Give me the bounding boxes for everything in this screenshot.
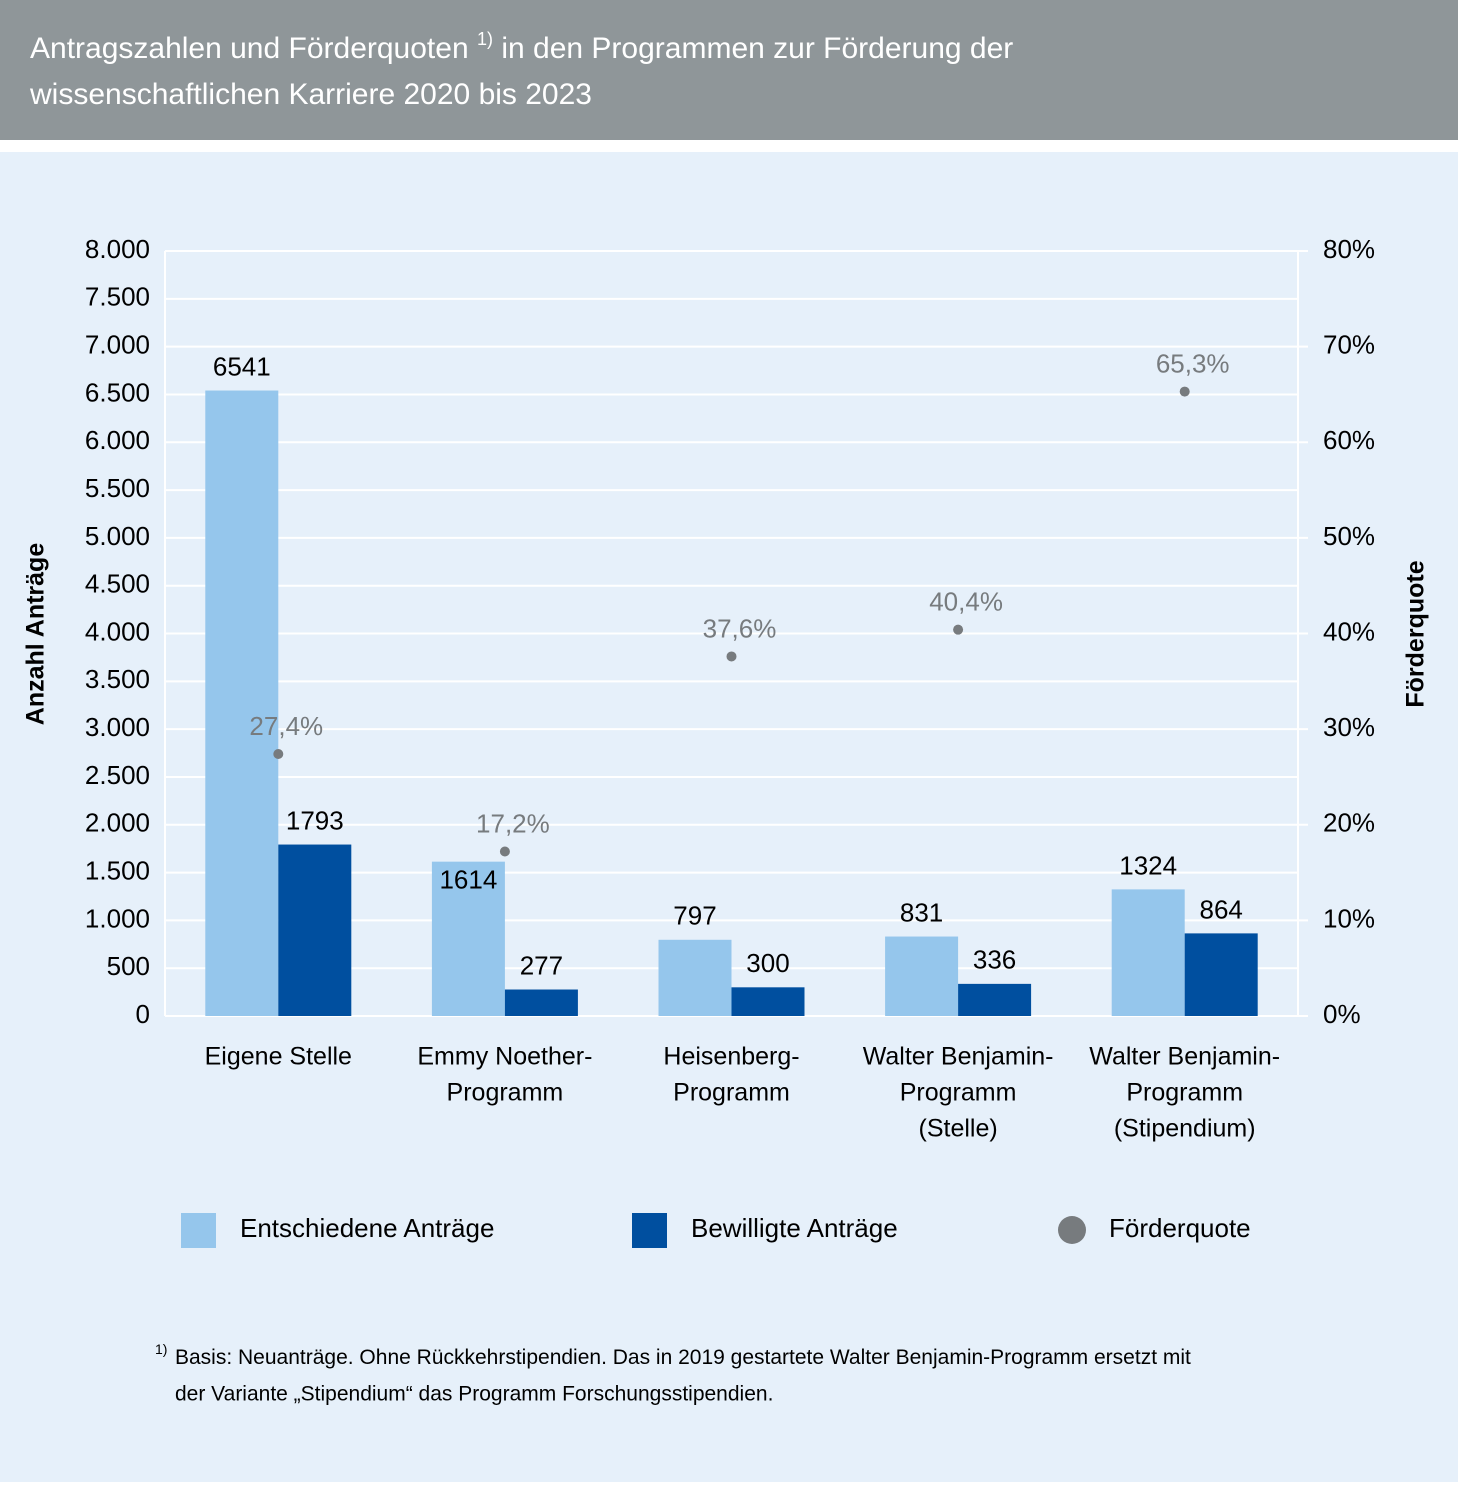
y-tick-label: 1.000 xyxy=(85,903,150,933)
bar xyxy=(1184,933,1258,1016)
y2-tick-label: 0% xyxy=(1323,999,1361,1029)
legend-label: Förderquote xyxy=(1109,1213,1251,1243)
bar xyxy=(278,844,352,1016)
y2-tick-label: 80% xyxy=(1323,234,1375,264)
x-tick-label: Walter Benjamin- xyxy=(863,1043,1054,1071)
header xyxy=(0,0,1458,140)
bar xyxy=(205,390,279,1017)
value-label: 27,4% xyxy=(249,711,323,741)
y2-tick-label: 10% xyxy=(1323,903,1375,933)
y2-tick-label: 40% xyxy=(1323,616,1375,646)
footnote: 1) Basis: Neuanträge. Ohne Rückkehrstipen… xyxy=(155,1341,1191,1369)
y-tick-label: 4.500 xyxy=(85,569,150,599)
x-tick-label: Programm xyxy=(900,1079,1017,1107)
bar xyxy=(504,989,578,1016)
header-rule xyxy=(0,140,1458,152)
value-label: 797 xyxy=(673,901,716,931)
y-tick-label: 5.000 xyxy=(85,521,150,551)
y-tick-label: 2.000 xyxy=(85,808,150,838)
y-tick-label: 1.500 xyxy=(85,855,150,885)
y2-tick-label: 30% xyxy=(1323,712,1375,742)
x-tick-label: (Stelle) xyxy=(919,1115,998,1143)
y-tick-label: 7.500 xyxy=(85,282,150,312)
x-tick-label: Walter Benjamin- xyxy=(1089,1043,1280,1071)
y2-axis-label: Förderquote xyxy=(1402,560,1430,707)
x-tick-label: Heisenberg- xyxy=(663,1043,799,1071)
bar xyxy=(731,987,805,1016)
x-tick-label: Programm xyxy=(1126,1079,1243,1107)
x-tick-label: Programm xyxy=(673,1079,790,1107)
y2-tick-label: 50% xyxy=(1323,521,1375,551)
footnote: der Variante „Stipendium“ das Programm F… xyxy=(175,1383,773,1406)
legend-label: Entschiedene Anträge xyxy=(240,1213,494,1243)
y-tick-label: 5.500 xyxy=(85,473,150,503)
value-label: 1614 xyxy=(439,865,497,895)
value-label: 300 xyxy=(746,948,789,978)
y2-tick-label: 60% xyxy=(1323,425,1375,455)
value-label: 37,6% xyxy=(703,613,777,643)
value-label: 831 xyxy=(900,897,943,927)
x-tick-label: Eigene Stelle xyxy=(205,1043,352,1071)
y-tick-label: 6.000 xyxy=(85,425,150,455)
value-label: 1793 xyxy=(286,805,344,835)
bar xyxy=(958,983,1032,1016)
scatter-point xyxy=(499,846,510,857)
legend-marker xyxy=(632,1213,667,1248)
x-tick-label: Emmy Noether- xyxy=(417,1043,592,1071)
y-tick-label: 3.500 xyxy=(85,664,150,694)
scatter-point xyxy=(1179,386,1190,397)
chart-title: Antragszahlen und Förderquoten 1) in den… xyxy=(30,22,1013,65)
legend-marker xyxy=(181,1213,216,1248)
x-tick-label: Programm xyxy=(447,1079,564,1107)
y-tick-label: 8.000 xyxy=(85,234,150,264)
legend-marker xyxy=(1058,1216,1086,1244)
y2-tick-label: 70% xyxy=(1323,330,1375,360)
bar xyxy=(431,861,505,1016)
x-tick-label: (Stipendium) xyxy=(1114,1115,1256,1143)
value-label: 336 xyxy=(973,945,1016,975)
value-label: 1324 xyxy=(1119,850,1177,880)
value-label: 17,2% xyxy=(476,808,550,838)
value-label: 864 xyxy=(1200,894,1243,924)
value-label: 65,3% xyxy=(1156,348,1230,378)
y-tick-label: 6.500 xyxy=(85,377,150,407)
bar xyxy=(885,936,959,1016)
y2-tick-label: 20% xyxy=(1323,808,1375,838)
scatter-point xyxy=(953,624,964,635)
scatter-point xyxy=(726,651,737,662)
chart-title: wissenschaftlichen Karriere 2020 bis 202… xyxy=(29,78,592,111)
legend-label: Bewilligte Anträge xyxy=(691,1213,898,1243)
value-label: 277 xyxy=(520,950,563,980)
y-tick-label: 7.000 xyxy=(85,330,150,360)
value-label: 40,4% xyxy=(929,587,1003,617)
scatter-point xyxy=(273,748,284,759)
y-axis-label: Anzahl Anträge xyxy=(22,543,50,726)
y-tick-label: 500 xyxy=(107,951,150,981)
bar xyxy=(658,939,732,1016)
y-tick-label: 4.000 xyxy=(85,616,150,646)
value-label: 6541 xyxy=(213,351,271,381)
bar xyxy=(1111,889,1185,1016)
y-tick-label: 0 xyxy=(136,999,150,1029)
y-tick-label: 3.000 xyxy=(85,712,150,742)
y-tick-label: 2.500 xyxy=(85,760,150,790)
